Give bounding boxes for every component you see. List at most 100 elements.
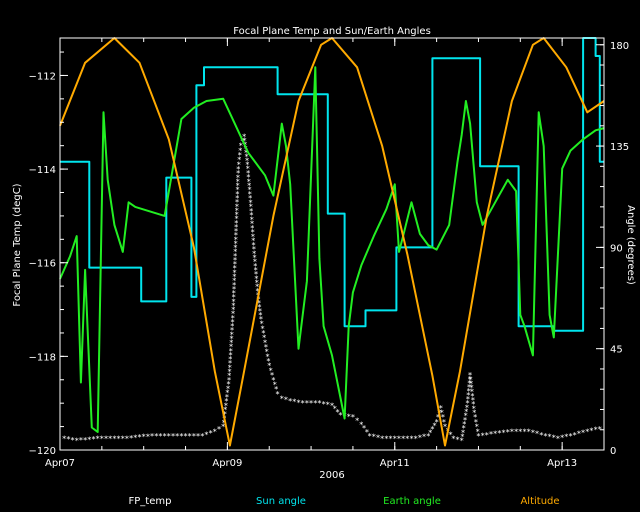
legend-entry-earth-angle: Earth angle [383,496,441,507]
fp-temp-point: * [493,430,498,439]
fp-temp-point: * [230,322,235,331]
fp-temp-point: * [480,431,485,440]
fp-temp-point: * [158,432,163,441]
fp-temp-point: * [245,165,250,174]
fp-temp-point: * [224,397,229,406]
fp-temp-point: * [526,427,531,436]
fp-temp-point: * [212,427,217,436]
fp-temp-point: * [439,409,444,418]
fp-temp-point: * [469,384,474,393]
fp-temp-point: * [227,363,232,372]
fp-temp-point: * [267,362,272,371]
fp-temp-point: * [217,425,222,434]
fp-temp-point: * [233,256,238,265]
fp-temp-point: * [467,383,472,392]
fp-temp-point: * [470,392,475,401]
fp-temp-point: * [83,436,88,445]
fp-temp-point: * [237,156,242,165]
fp-temp-point: * [232,260,237,269]
fp-temp-point: * [204,430,209,439]
fp-temp-point: * [236,160,241,169]
fp-temp-point: * [234,223,239,232]
fp-temp-point: * [442,418,447,427]
fp-temp-point: * [87,435,92,444]
fp-temp-point: * [335,408,340,417]
fp-temp-point: * [474,423,479,432]
fp-temp-point: * [265,352,270,361]
fp-temp-point: * [242,136,247,145]
fp-temp-point: * [476,432,481,441]
fp-temp-point: * [464,408,469,417]
fp-temp-point: * [279,395,284,404]
fp-temp-point: * [589,426,594,435]
fp-temp-point: * [300,399,305,408]
fp-temp-point: * [145,432,150,441]
fp-temp-point: * [232,264,237,273]
fp-temp-point: * [535,430,540,439]
fp-temp-point: * [235,194,240,203]
fp-temp-point: * [469,379,474,388]
fp-temp-point: * [252,254,257,263]
fp-temp-point: * [244,148,249,157]
fp-temp-point: * [242,132,247,141]
plot-frame [59,37,605,451]
y-left-tick-label: −118 [29,352,56,363]
fp-temp-point: * [66,435,71,444]
fp-temp-point: * [465,399,470,408]
fp-temp-point: * [271,376,276,385]
fp-temp-point: * [235,182,240,191]
fp-temp-point: * [91,435,96,444]
fp-temp-point: * [468,371,473,380]
x-tick-label: Apr07 [45,458,75,469]
fp-temp-point: * [466,387,471,396]
fp-temp-point: * [484,431,489,440]
fp-temp-point: * [200,432,205,441]
fp-temp-point: * [547,433,552,442]
fp-temp-point: * [238,146,243,155]
fp-temp-point: * [234,219,239,228]
fp-temp-point: * [166,432,171,441]
fp-temp-point: * [112,434,117,443]
fp-temp-point: * [252,258,257,267]
fp-temp-point: * [250,224,255,233]
fp-temp-point: * [364,428,369,437]
y-right-tick-label: 0 [610,446,616,457]
fp-temp-point: * [309,399,314,408]
fp-temp-point: * [338,411,343,420]
fp-temp-point: * [231,297,236,306]
fp-temp-point: * [236,173,241,182]
fp-temp-point: * [258,311,263,320]
fp-temp-point: * [171,432,176,441]
fp-temp-point: * [258,315,263,324]
fp-temp-point: * [208,429,213,438]
fp-temp-point: * [249,215,254,224]
fp-temp-point: * [296,398,301,407]
fp-temp-point: * [576,430,581,439]
legend-entry-sun-angle: Sun angle [256,496,306,507]
fp-temp-point: * [313,399,318,408]
series-line-altitude [59,37,605,447]
fp-temp-point: * [443,423,448,432]
fp-temp-point: * [317,399,322,408]
fp-temp-point: * [266,357,271,366]
fp-temp-point: * [413,434,418,443]
fp-temp-point: * [489,430,494,439]
fp-temp-point: * [196,432,201,441]
fp-temp-point: * [332,405,337,414]
fp-temp-point: * [222,410,227,419]
fp-temp-point: * [233,239,238,248]
fp-temp-point: * [597,425,602,434]
fp-temp-point: * [231,306,236,315]
fp-temp-point: * [253,266,258,275]
fp-temp-point: * [505,428,510,437]
fp-temp-point: * [247,186,252,195]
fp-temp-point: * [179,432,184,441]
fp-temp-point: * [434,418,439,427]
fp-temp-point: * [137,433,142,442]
fp-temp-point: * [422,433,427,442]
fp-temp-point: * [225,389,230,398]
fp-temp-point: * [223,401,228,410]
fp-temp-point: * [430,425,435,434]
fp-temp-point: * [246,169,251,178]
fp-temp-point: * [272,380,277,389]
